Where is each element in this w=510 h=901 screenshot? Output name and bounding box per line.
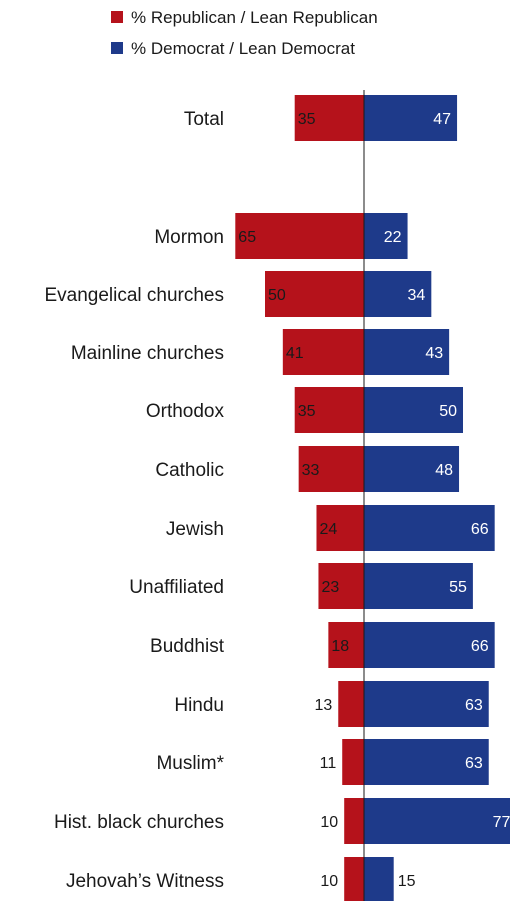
category-label-hindu: Hindu [174,695,224,716]
value-label-republican-unaffiliated: 23 [321,579,339,596]
bar-republican-buddhist [328,622,364,668]
value-label-democrat-jewish: 66 [471,521,489,538]
value-label-republican-mormon: 65 [238,229,256,246]
legend-label-democrat: % Democrat / Lean Democrat [131,39,355,58]
category-label-orthodox: Orthodox [146,401,225,422]
bar-democrat-evangelical-churches [364,271,432,317]
bar-republican-orthodox [294,387,364,433]
bar-republican-jewish [316,505,364,551]
legend-swatch-republican [111,11,123,23]
category-label-evangelical-churches: Evangelical churches [44,285,224,306]
category-label-unaffiliated: Unaffiliated [129,577,224,598]
value-label-republican-hindu: 13 [314,697,332,714]
category-label-jehovah-s-witness: Jehovah’s Witness [66,871,224,892]
value-label-republican-catholic: 33 [302,462,320,479]
category-label-jewish: Jewish [166,519,224,540]
value-label-democrat-unaffiliated: 55 [449,579,467,596]
legend-label-republican: % Republican / Lean Republican [131,8,378,27]
bar-republican-hindu [338,681,364,727]
bar-republican-catholic [298,446,364,492]
value-label-republican-buddhist: 18 [331,638,349,655]
bar-democrat-hindu [364,681,489,727]
bar-democrat-jewish [364,505,495,551]
value-label-democrat-mainline-churches: 43 [425,345,443,362]
value-label-republican-jehovah-s-witness: 10 [320,873,338,890]
bar-democrat-hist-black-churches [364,798,510,844]
value-label-democrat-hist-black-churches: 77 [493,814,510,831]
category-label-muslim: Muslim* [156,753,224,774]
bar-democrat-mormon [364,213,408,259]
value-label-democrat-jehovah-s-witness: 15 [398,873,416,890]
value-label-republican-orthodox: 35 [298,403,316,420]
legend-swatch-democrat [111,42,123,54]
value-label-democrat-hindu: 63 [465,697,483,714]
value-label-democrat-total: 47 [433,111,451,128]
category-label-buddhist: Buddhist [150,636,225,657]
bar-republican-evangelical-churches [265,271,364,317]
bar-republican-unaffiliated [318,563,364,609]
category-label-total: Total [184,109,224,130]
category-label-mainline-churches: Mainline churches [71,343,224,364]
value-label-democrat-evangelical-churches: 34 [408,287,426,304]
bar-republican-total [294,95,364,141]
bar-republican-mainline-churches [282,329,364,375]
value-label-democrat-orthodox: 50 [439,403,457,420]
bar-republican-jehovah-s-witness [344,857,364,901]
bar-democrat-muslim [364,739,489,785]
bar-democrat-mainline-churches [364,329,450,375]
value-label-republican-hist-black-churches: 10 [320,814,338,831]
category-label-catholic: Catholic [155,460,224,481]
bar-democrat-buddhist [364,622,495,668]
value-label-democrat-mormon: 22 [384,229,402,246]
bar-democrat-jehovah-s-witness [364,857,394,901]
legend: % Republican / Lean Republican % Democra… [111,8,378,58]
value-label-republican-evangelical-churches: 50 [268,287,286,304]
bar-republican-hist-black-churches [344,798,364,844]
category-label-hist-black-churches: Hist. black churches [54,812,224,833]
value-label-republican-mainline-churches: 41 [286,345,304,362]
value-label-democrat-catholic: 48 [435,462,453,479]
bar-democrat-orthodox [364,387,463,433]
category-label-mormon: Mormon [154,227,224,248]
bar-republican-muslim [342,739,364,785]
bar-democrat-unaffiliated [364,563,473,609]
value-label-republican-muslim: 11 [320,755,337,772]
value-label-republican-jewish: 24 [319,521,337,538]
value-label-democrat-muslim: 63 [465,755,483,772]
value-label-republican-total: 35 [298,111,316,128]
bar-democrat-total [364,95,458,141]
bar-republican-mormon [235,213,364,259]
value-label-democrat-buddhist: 66 [471,638,489,655]
bars-group: Total 35 47 Mormon 65 22 Evangelical churches 5… [44,95,510,901]
bar-democrat-catholic [364,446,460,492]
